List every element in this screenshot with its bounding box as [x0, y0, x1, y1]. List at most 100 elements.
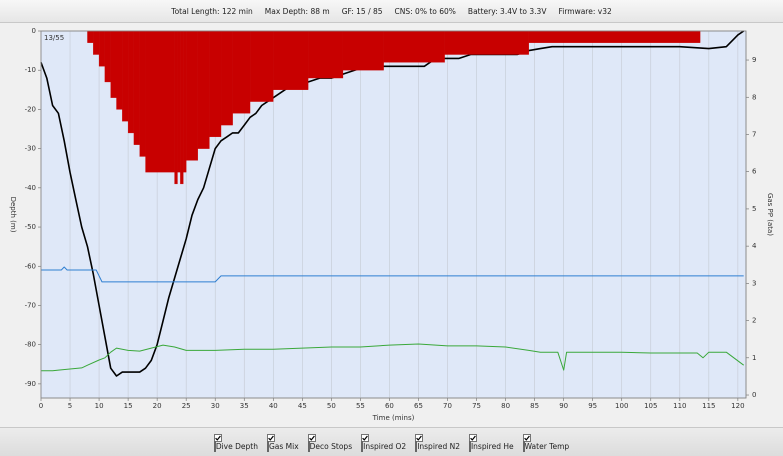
x-tick-label: 65: [414, 402, 423, 410]
deco-stop: [183, 30, 187, 173]
header-bar: Total Length: 122 min Max Depth: 88 m GF: …: [0, 0, 783, 23]
x-tick-label: 40: [269, 402, 278, 410]
legend-checkbox[interactable]: [213, 433, 222, 442]
legend-swatch: [361, 440, 364, 452]
deco-stop: [186, 30, 198, 161]
y-tick-label: 0: [32, 27, 36, 35]
legend-swatch: [307, 440, 310, 452]
x-tick-label: 0: [39, 402, 43, 410]
x-tick-label: 80: [501, 402, 510, 410]
x-tick-label: 50: [327, 402, 336, 410]
header-stat: Max Depth: 88 m: [264, 6, 330, 16]
legend-checkbox[interactable]: [469, 433, 477, 442]
deco-stop: [93, 30, 100, 55]
chart: 0 5 10 15 20 25 30 35 40 45 50 55 60 65 70 75 80 85 90 95 10…: [9, 27, 774, 422]
y-tick-label: -40: [25, 184, 36, 192]
series-line: [41, 266, 744, 283]
y2-tick-label: 1: [752, 354, 756, 362]
legend-checkbox[interactable]: [267, 433, 275, 442]
deco-stop: [122, 30, 129, 122]
legend-checkbox[interactable]: [415, 433, 424, 442]
x-tick-label: 10: [95, 402, 104, 410]
legend-label: Inspired He: [470, 441, 514, 451]
x-tick-label: 115: [702, 402, 715, 410]
deco-stop: [232, 30, 251, 114]
y-tick-label: -80: [25, 341, 36, 349]
header-stat: GF: 15 / 85: [341, 6, 383, 16]
y-tick-label: -50: [25, 223, 36, 231]
deco-stop: [528, 30, 701, 43]
x-tick-label: 95: [588, 402, 597, 410]
y2-tick-label: 7: [752, 130, 756, 138]
x-tick-label: 30: [211, 402, 220, 410]
deco-stop: [98, 30, 106, 67]
plot-frame: [40, 30, 747, 399]
deco-stop: [110, 30, 117, 98]
legend-label: Deco Stops: [309, 441, 353, 451]
legend-label: Dive Depth: [215, 441, 258, 451]
x-tick-label: 15: [124, 402, 133, 410]
deco-stop: [127, 30, 135, 134]
y-tick-label: -60: [25, 262, 36, 270]
y2-tick-label: 6: [752, 168, 757, 176]
deco-stop: [139, 30, 146, 157]
legend-label: Inspired N2: [417, 441, 460, 451]
legend-label: Inspired O2: [363, 441, 407, 451]
deco-stop: [220, 30, 233, 126]
deco-stop: [87, 30, 94, 43]
y2-tick-label: 5: [752, 205, 756, 213]
deco-stop: [145, 30, 175, 173]
header-stat: Battery: 3.4V to 3.3V: [467, 6, 547, 16]
legend-item[interactable]: Gas Mix: [266, 433, 299, 452]
y-tick-label: -30: [25, 145, 36, 153]
y-tick-label: -90: [25, 380, 36, 388]
y-tick-label: -10: [25, 66, 36, 74]
deco-stop: [197, 30, 210, 149]
legend-label: Water Temp: [524, 441, 570, 451]
deco-stop: [133, 30, 140, 145]
deco-stop: [116, 30, 123, 110]
x-tick-label: 110: [673, 402, 686, 410]
deco-stop: [180, 30, 184, 185]
legend-swatch: [213, 440, 216, 452]
y-tick-label: -70: [25, 301, 36, 309]
legend-swatch: [415, 440, 418, 452]
x-tick-label: 90: [559, 402, 568, 410]
y-tick-label: -20: [25, 105, 36, 113]
legend-swatch: [266, 440, 269, 452]
legend-swatch: [468, 440, 471, 452]
legend-label: Gas Mix: [268, 441, 299, 451]
y2-tick-label: 0: [752, 391, 756, 399]
x-tick-label: 20: [153, 402, 162, 410]
legend-item[interactable]: Inspired N2: [415, 433, 460, 452]
deco-stop: [249, 30, 274, 102]
legend-checkbox[interactable]: [361, 433, 370, 442]
deco-stop: [174, 30, 178, 185]
deco-stop: [342, 30, 384, 71]
legend: Dive Depth Gas Mix Deco Stops Inspired O2 In…: [0, 427, 783, 456]
deco-stop: [209, 30, 222, 138]
deco-stop: [273, 30, 309, 90]
deco-stop: [177, 30, 181, 173]
x-tick-label: 60: [385, 402, 394, 410]
legend-checkbox[interactable]: [522, 433, 531, 442]
legend-item[interactable]: Deco Stops: [307, 433, 353, 452]
legend-swatch: [522, 440, 525, 452]
legend-item[interactable]: Water Temp: [522, 433, 570, 452]
x-tick-label: 35: [240, 402, 249, 410]
header-stat: Firmware: v32: [558, 6, 612, 16]
legend-item[interactable]: Inspired O2: [361, 433, 407, 452]
deco-stop: [104, 30, 111, 83]
legend-item[interactable]: Dive Depth: [213, 433, 258, 452]
x-tick-label: 55: [356, 402, 365, 410]
header-stat: Total Length: 122 min: [171, 6, 253, 16]
deco-stop: [383, 30, 445, 63]
header-stat: CNS: 0% to 60%: [394, 6, 456, 16]
y2-tick-label: 3: [752, 279, 756, 287]
y-axis-title: Depth (m): [9, 197, 17, 233]
corner-label: 13/55: [44, 34, 64, 42]
x-tick-label: 45: [298, 402, 307, 410]
legend-item[interactable]: Inspired He: [468, 433, 514, 452]
legend-checkbox[interactable]: [307, 433, 316, 442]
